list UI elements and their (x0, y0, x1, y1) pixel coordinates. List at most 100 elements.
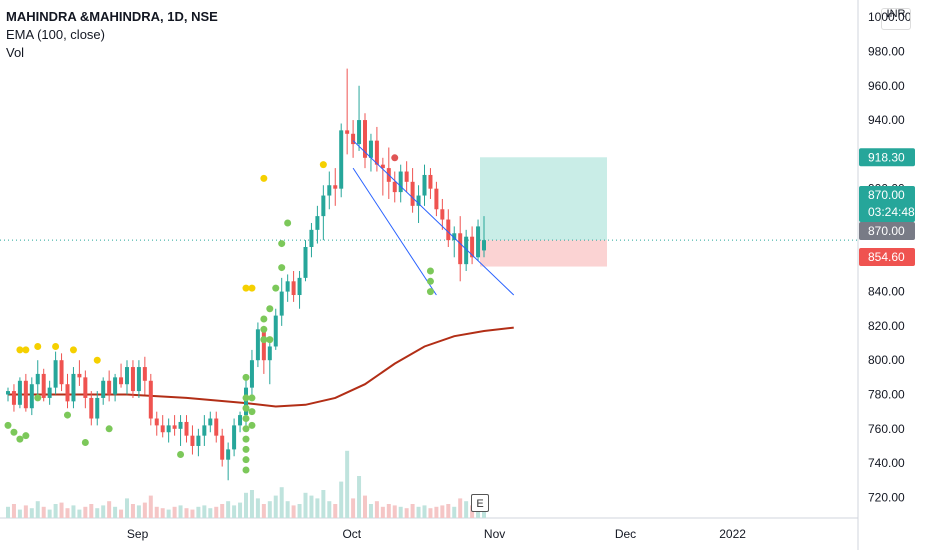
y-tick-label: 740.00 (868, 456, 905, 470)
candle-body (83, 377, 88, 398)
volume-bar (196, 506, 201, 518)
y-tick-label: 780.00 (868, 388, 905, 402)
price-tag-label: 870.00 (868, 224, 905, 238)
y-tick-label: 760.00 (868, 422, 905, 436)
candle-body (363, 120, 367, 158)
candle-body (392, 181, 397, 193)
x-tick-label: Sep (127, 527, 149, 541)
volume-bar (339, 481, 344, 518)
volume-bar (452, 506, 457, 518)
candle-body (6, 391, 10, 395)
price-tag (859, 186, 915, 222)
volume-bar (458, 498, 463, 518)
volume-bar (464, 501, 469, 518)
candle-body (35, 373, 40, 385)
candle-body (202, 425, 207, 436)
volume-bar (148, 495, 153, 518)
candle-body (351, 133, 356, 145)
candle-body (398, 171, 403, 193)
volume-bar (482, 506, 486, 518)
volume-bar (6, 506, 10, 518)
volume-bar (71, 505, 76, 518)
volume-bar (214, 506, 219, 518)
price-tag-label: 870.00 (868, 188, 905, 202)
price-tag-label: 918.30 (868, 150, 905, 164)
volume-bar (130, 504, 135, 518)
volume-bar (160, 508, 165, 518)
volume-bar (249, 490, 254, 518)
signal-marker-green (242, 373, 250, 381)
candle-body (285, 281, 290, 292)
earnings-badge[interactable]: E (471, 494, 489, 512)
volume-bar (65, 508, 70, 518)
channel-line-upper (352, 140, 515, 296)
x-tick-label: 2022 (719, 527, 746, 541)
volume-bar (244, 492, 248, 518)
candle-body (113, 377, 118, 395)
candle-body (65, 384, 70, 402)
volume-bar (238, 502, 243, 518)
volume-bar (113, 506, 118, 518)
volume-bar (47, 509, 52, 518)
ema-line (8, 326, 514, 408)
volume-legend: Vol (6, 45, 25, 60)
candle-body (11, 391, 16, 405)
signal-marker-yellow (260, 174, 268, 182)
candle-body (476, 226, 481, 258)
signal-marker-green (278, 240, 286, 248)
volume-bar (11, 504, 16, 518)
candle-body (327, 185, 332, 196)
signal-marker-green (105, 425, 113, 433)
candle-body (452, 233, 457, 241)
volume-bar (172, 506, 177, 518)
volume-bar (321, 490, 326, 518)
loss-zone (480, 240, 607, 267)
volume-bar (404, 508, 409, 518)
signal-marker-yellow (319, 161, 327, 169)
candle-body (190, 435, 195, 446)
candle-body (279, 291, 284, 316)
candle-body (315, 216, 320, 230)
signal-marker-green (260, 325, 268, 333)
symbol-title: MAHINDRA &MAHINDRA, 1D, NSE (6, 9, 218, 24)
candle-body (95, 397, 100, 419)
chart-legend: MAHINDRA &MAHINDRA, 1D, NSE EMA (100, cl… (6, 8, 218, 62)
x-tick-label: Dec (615, 527, 636, 541)
candle-body (71, 373, 76, 402)
candle-body (380, 164, 385, 169)
signal-marker-green (177, 451, 185, 459)
volume-bar (178, 505, 183, 518)
signal-marker-yellow (52, 342, 60, 350)
signal-marker-green (242, 394, 250, 402)
channel-line-lower (352, 167, 437, 296)
volume-bar (119, 509, 124, 518)
candle-body (428, 174, 433, 189)
volume-bar (303, 492, 308, 518)
volume-bar (422, 505, 427, 518)
signal-marker-green (248, 421, 256, 429)
signal-marker-yellow (16, 346, 24, 354)
candle-body (261, 329, 266, 361)
signal-marker-green (4, 421, 12, 429)
volume-bar (285, 501, 290, 518)
candle-body (249, 360, 254, 388)
volume-bar (154, 506, 159, 518)
x-tick-label: Oct (342, 527, 361, 541)
currency-label[interactable]: INR (881, 8, 911, 30)
candle-body (53, 360, 58, 388)
volume-bar (83, 506, 88, 518)
signal-marker-yellow (69, 346, 77, 354)
signal-marker-green (16, 435, 24, 443)
volume-bar (434, 506, 439, 518)
volume-bar (428, 508, 433, 518)
volume-bar (368, 504, 373, 518)
candle-body (160, 425, 165, 433)
volume-bar (392, 505, 397, 518)
volume-bar (226, 501, 231, 518)
candle-body (130, 367, 135, 392)
candle-body (214, 418, 219, 436)
y-tick-label: 800.00 (868, 353, 905, 367)
y-tick-label: 820.00 (868, 319, 905, 333)
